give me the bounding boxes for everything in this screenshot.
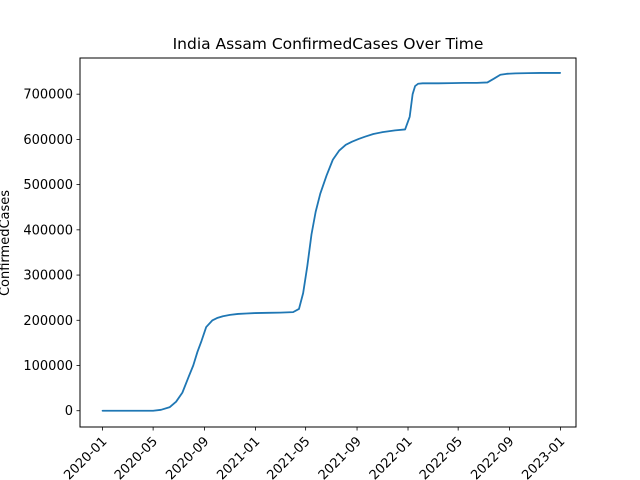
y-tick-label: 300000 — [23, 269, 73, 284]
x-tick-label: 2021-05 — [264, 434, 313, 480]
y-tick-label: 0 — [65, 404, 73, 419]
y-tick-label: 200000 — [23, 314, 73, 329]
y-axis-label: ConfirmedCases — [0, 190, 13, 296]
y-tick-label: 700000 — [23, 88, 73, 103]
tick-layer: 0 100000 200000 300000 400000 500000 600000 700… — [23, 88, 568, 480]
x-tick-label: 2021-09 — [316, 434, 365, 480]
x-tick-label: 2023-01 — [519, 434, 568, 480]
y-tick-label: 100000 — [23, 359, 73, 374]
y-tick-label: 500000 — [23, 178, 73, 193]
x-tick-label: 2020-01 — [61, 434, 110, 480]
y-tick-label: 400000 — [23, 223, 73, 238]
x-tick-label: 2020-09 — [163, 434, 212, 480]
series-layer — [101, 72, 562, 412]
y-tick-label: 600000 — [23, 133, 73, 148]
chart-title: India Assam ConfirmedCases Over Time — [173, 35, 484, 53]
x-tick-label: 2022-09 — [468, 434, 517, 480]
plot-frame — [79, 57, 577, 428]
x-tick-label: 2021-01 — [214, 434, 263, 480]
x-tick-label: 2022-01 — [367, 434, 416, 480]
x-tick-label: 2022-05 — [417, 434, 466, 480]
series-line — [101, 72, 562, 412]
x-tick-label: 2020-05 — [112, 434, 161, 480]
